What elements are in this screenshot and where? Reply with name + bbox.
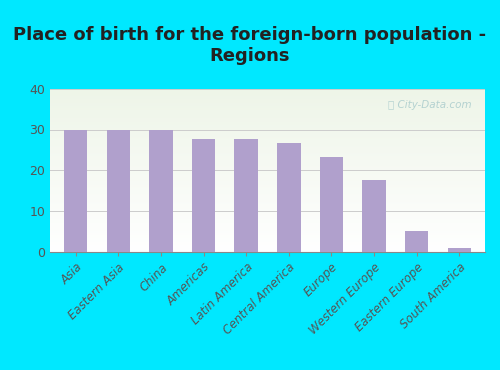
Bar [320,157,343,252]
Bar [192,139,216,252]
Bar [234,139,258,252]
Bar [448,248,471,252]
Bar [405,231,428,252]
Bar [106,130,130,252]
Text: ⓘ City-Data.com: ⓘ City-Data.com [388,100,472,110]
Text: Place of birth for the foreign-born population -
Regions: Place of birth for the foreign-born popu… [14,26,486,65]
Bar [362,179,386,252]
Bar [64,130,88,252]
Bar [149,130,172,252]
Bar [277,143,300,252]
